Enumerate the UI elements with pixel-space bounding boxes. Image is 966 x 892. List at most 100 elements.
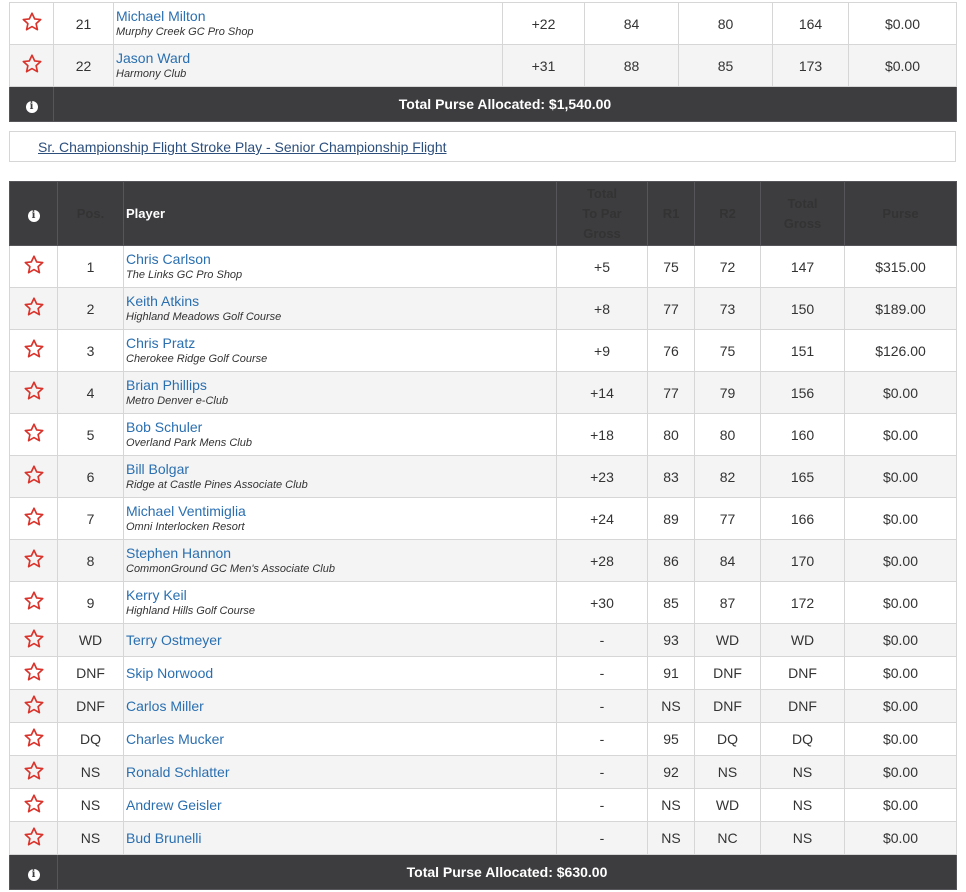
player-name-link[interactable]: Chris Pratz bbox=[126, 334, 196, 351]
player-name-link[interactable]: Brian Phillips bbox=[126, 376, 207, 393]
round-1: 76 bbox=[647, 329, 695, 372]
favorite-cell[interactable] bbox=[9, 656, 58, 690]
col-to-par[interactable]: Total To Par Gross bbox=[556, 181, 648, 246]
star-outline-icon[interactable] bbox=[21, 11, 43, 33]
player-name-link[interactable]: Stephen Hannon bbox=[126, 544, 232, 561]
star-outline-icon[interactable] bbox=[23, 590, 45, 612]
position: DQ bbox=[57, 722, 124, 756]
player-name-link[interactable]: Terry Ostmeyer bbox=[126, 632, 222, 648]
info-icon[interactable]: i bbox=[27, 868, 40, 881]
favorite-cell[interactable] bbox=[9, 689, 58, 723]
to-par: +30 bbox=[556, 581, 648, 624]
col-pos[interactable]: Pos. bbox=[57, 181, 124, 246]
position: NS bbox=[57, 788, 124, 822]
star-outline-icon[interactable] bbox=[23, 727, 45, 749]
purse: $0.00 bbox=[844, 755, 957, 789]
player-name-link[interactable]: Ronald Schlatter bbox=[126, 764, 230, 780]
favorite-cell[interactable] bbox=[9, 2, 54, 45]
round-1: 91 bbox=[647, 656, 695, 690]
position: 2 bbox=[57, 287, 124, 330]
table-row: 1 Chris Carlson The Links GC Pro Shop +5 75 7… bbox=[9, 245, 957, 288]
star-outline-icon[interactable] bbox=[23, 548, 45, 570]
round-1: NS bbox=[647, 788, 695, 822]
star-outline-icon[interactable] bbox=[23, 760, 45, 782]
player-name-link[interactable]: Keith Atkins bbox=[126, 292, 200, 309]
to-par: - bbox=[556, 656, 648, 690]
flight-link[interactable]: Sr. Championship Flight Stroke Play - Se… bbox=[38, 139, 447, 155]
favorite-cell[interactable] bbox=[9, 581, 58, 624]
star-outline-icon[interactable] bbox=[23, 694, 45, 716]
favorite-cell[interactable] bbox=[9, 623, 58, 657]
col-total[interactable]: Total Gross bbox=[760, 181, 845, 246]
player-club: Highland Hills Golf Course bbox=[126, 604, 255, 617]
favorite-cell[interactable] bbox=[9, 722, 58, 756]
col-r2[interactable]: R2 bbox=[694, 181, 761, 246]
star-outline-icon[interactable] bbox=[23, 661, 45, 683]
total-gross: 173 bbox=[772, 44, 849, 87]
round-2: 82 bbox=[694, 455, 761, 498]
star-outline-icon[interactable] bbox=[23, 793, 45, 815]
star-outline-icon[interactable] bbox=[23, 464, 45, 486]
player-name-link[interactable]: Kerry Keil bbox=[126, 586, 187, 603]
star-outline-icon[interactable] bbox=[21, 53, 43, 75]
favorite-cell[interactable] bbox=[9, 371, 58, 414]
position: 7 bbox=[57, 497, 124, 540]
info-icon[interactable]: i bbox=[27, 209, 40, 222]
star-outline-icon[interactable] bbox=[23, 628, 45, 650]
player-cell: Andrew Geisler bbox=[123, 788, 557, 822]
favorite-cell[interactable] bbox=[9, 497, 58, 540]
favorite-cell[interactable] bbox=[9, 539, 58, 582]
favorite-cell[interactable] bbox=[9, 788, 58, 822]
col-purse[interactable]: Purse bbox=[844, 181, 957, 246]
star-outline-icon[interactable] bbox=[23, 296, 45, 318]
player-name-link[interactable]: Chris Carlson bbox=[126, 250, 211, 267]
info-icon[interactable]: i bbox=[25, 100, 38, 113]
info-icon-cell[interactable]: i bbox=[9, 181, 58, 246]
round-1: 80 bbox=[647, 413, 695, 456]
star-outline-icon[interactable] bbox=[23, 338, 45, 360]
player-name-link[interactable]: Skip Norwood bbox=[126, 665, 214, 681]
favorite-cell[interactable] bbox=[9, 755, 58, 789]
player-name-link[interactable]: Bob Schuler bbox=[126, 418, 203, 435]
round-1: 95 bbox=[647, 722, 695, 756]
favorite-cell[interactable] bbox=[9, 44, 54, 87]
favorite-cell[interactable] bbox=[9, 329, 58, 372]
player-cell: Carlos Miller bbox=[123, 689, 557, 723]
player-club: CommonGround GC Men's Associate Club bbox=[126, 562, 335, 575]
purse: $315.00 bbox=[844, 245, 957, 288]
player-name-link[interactable]: Andrew Geisler bbox=[126, 797, 222, 813]
col-player[interactable]: Player bbox=[123, 181, 557, 246]
round-2: NC bbox=[694, 821, 761, 855]
star-outline-icon[interactable] bbox=[23, 254, 45, 276]
star-outline-icon[interactable] bbox=[23, 506, 45, 528]
position: 8 bbox=[57, 539, 124, 582]
player-name-link[interactable]: Michael Ventimiglia bbox=[126, 502, 246, 519]
table-row: DNF Carlos Miller - NS DNF DNF $0.00 bbox=[9, 689, 957, 723]
favorite-cell[interactable] bbox=[9, 245, 58, 288]
favorite-cell[interactable] bbox=[9, 455, 58, 498]
player-name-link[interactable]: Jason Ward bbox=[116, 49, 191, 66]
player-club: Highland Meadows Golf Course bbox=[126, 310, 282, 323]
round-1: 77 bbox=[647, 371, 695, 414]
player-name-link[interactable]: Bud Brunelli bbox=[126, 830, 202, 846]
star-outline-icon[interactable] bbox=[23, 826, 45, 848]
info-icon-cell[interactable]: i bbox=[9, 854, 58, 890]
star-outline-icon[interactable] bbox=[23, 380, 45, 402]
col-r1[interactable]: R1 bbox=[647, 181, 695, 246]
favorite-cell[interactable] bbox=[9, 821, 58, 855]
table-row: DNF Skip Norwood -91 DNF DNF $0.00 bbox=[9, 656, 957, 690]
col-to-par-line2: To Par bbox=[582, 205, 622, 221]
player-name-link[interactable]: Bill Bolgar bbox=[126, 460, 190, 477]
total-gross: 166 bbox=[760, 497, 845, 540]
favorite-cell[interactable] bbox=[9, 413, 58, 456]
favorite-cell[interactable] bbox=[9, 287, 58, 330]
purse: $0.00 bbox=[844, 371, 957, 414]
player-name-link[interactable]: Charles Mucker bbox=[126, 731, 225, 747]
info-icon-cell[interactable]: i bbox=[9, 86, 54, 122]
player-name-link[interactable]: Carlos Miller bbox=[126, 698, 204, 714]
round-2: DQ bbox=[694, 722, 761, 756]
player-club: Omni Interlocken Resort bbox=[126, 520, 245, 533]
player-name-link[interactable]: Michael Milton bbox=[116, 7, 206, 24]
star-outline-icon[interactable] bbox=[23, 422, 45, 444]
round-1: 93 bbox=[647, 623, 695, 657]
